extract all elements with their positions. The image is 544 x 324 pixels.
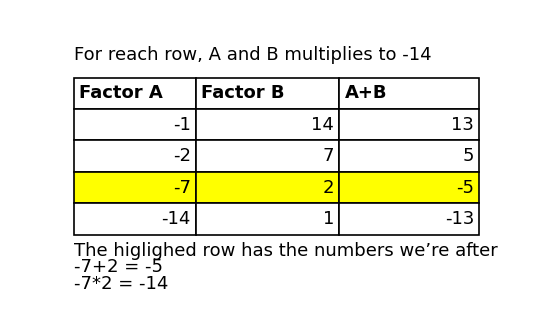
- Text: The higlighed row has the numbers we’re after: The higlighed row has the numbers we’re …: [75, 242, 498, 260]
- Text: -7: -7: [172, 179, 191, 197]
- Bar: [196, 109, 339, 140]
- Text: -7*2 = -14: -7*2 = -14: [75, 275, 169, 293]
- Bar: [196, 140, 339, 172]
- Text: -1: -1: [173, 116, 191, 134]
- Text: A+B: A+B: [344, 84, 387, 102]
- Bar: [75, 77, 196, 109]
- Text: -2: -2: [172, 147, 191, 165]
- Text: -14: -14: [162, 210, 191, 228]
- Text: 1: 1: [323, 210, 335, 228]
- Bar: [75, 140, 196, 172]
- Text: 14: 14: [312, 116, 335, 134]
- Text: -7+2 = -5: -7+2 = -5: [75, 259, 163, 276]
- Bar: [196, 203, 339, 235]
- Bar: [339, 140, 479, 172]
- Text: -13: -13: [444, 210, 474, 228]
- Text: 2: 2: [323, 179, 335, 197]
- Bar: [196, 172, 339, 203]
- Bar: [339, 203, 479, 235]
- Text: -5: -5: [456, 179, 474, 197]
- Bar: [75, 109, 196, 140]
- Bar: [196, 77, 339, 109]
- Text: 5: 5: [462, 147, 474, 165]
- Text: 13: 13: [451, 116, 474, 134]
- Text: For reach row, A and B multiplies to -14: For reach row, A and B multiplies to -14: [75, 46, 432, 64]
- Bar: [339, 77, 479, 109]
- Text: Factor B: Factor B: [201, 84, 285, 102]
- Bar: [339, 109, 479, 140]
- Bar: [75, 203, 196, 235]
- Bar: [339, 172, 479, 203]
- Text: Factor A: Factor A: [79, 84, 163, 102]
- Bar: [75, 172, 196, 203]
- Text: 7: 7: [323, 147, 335, 165]
